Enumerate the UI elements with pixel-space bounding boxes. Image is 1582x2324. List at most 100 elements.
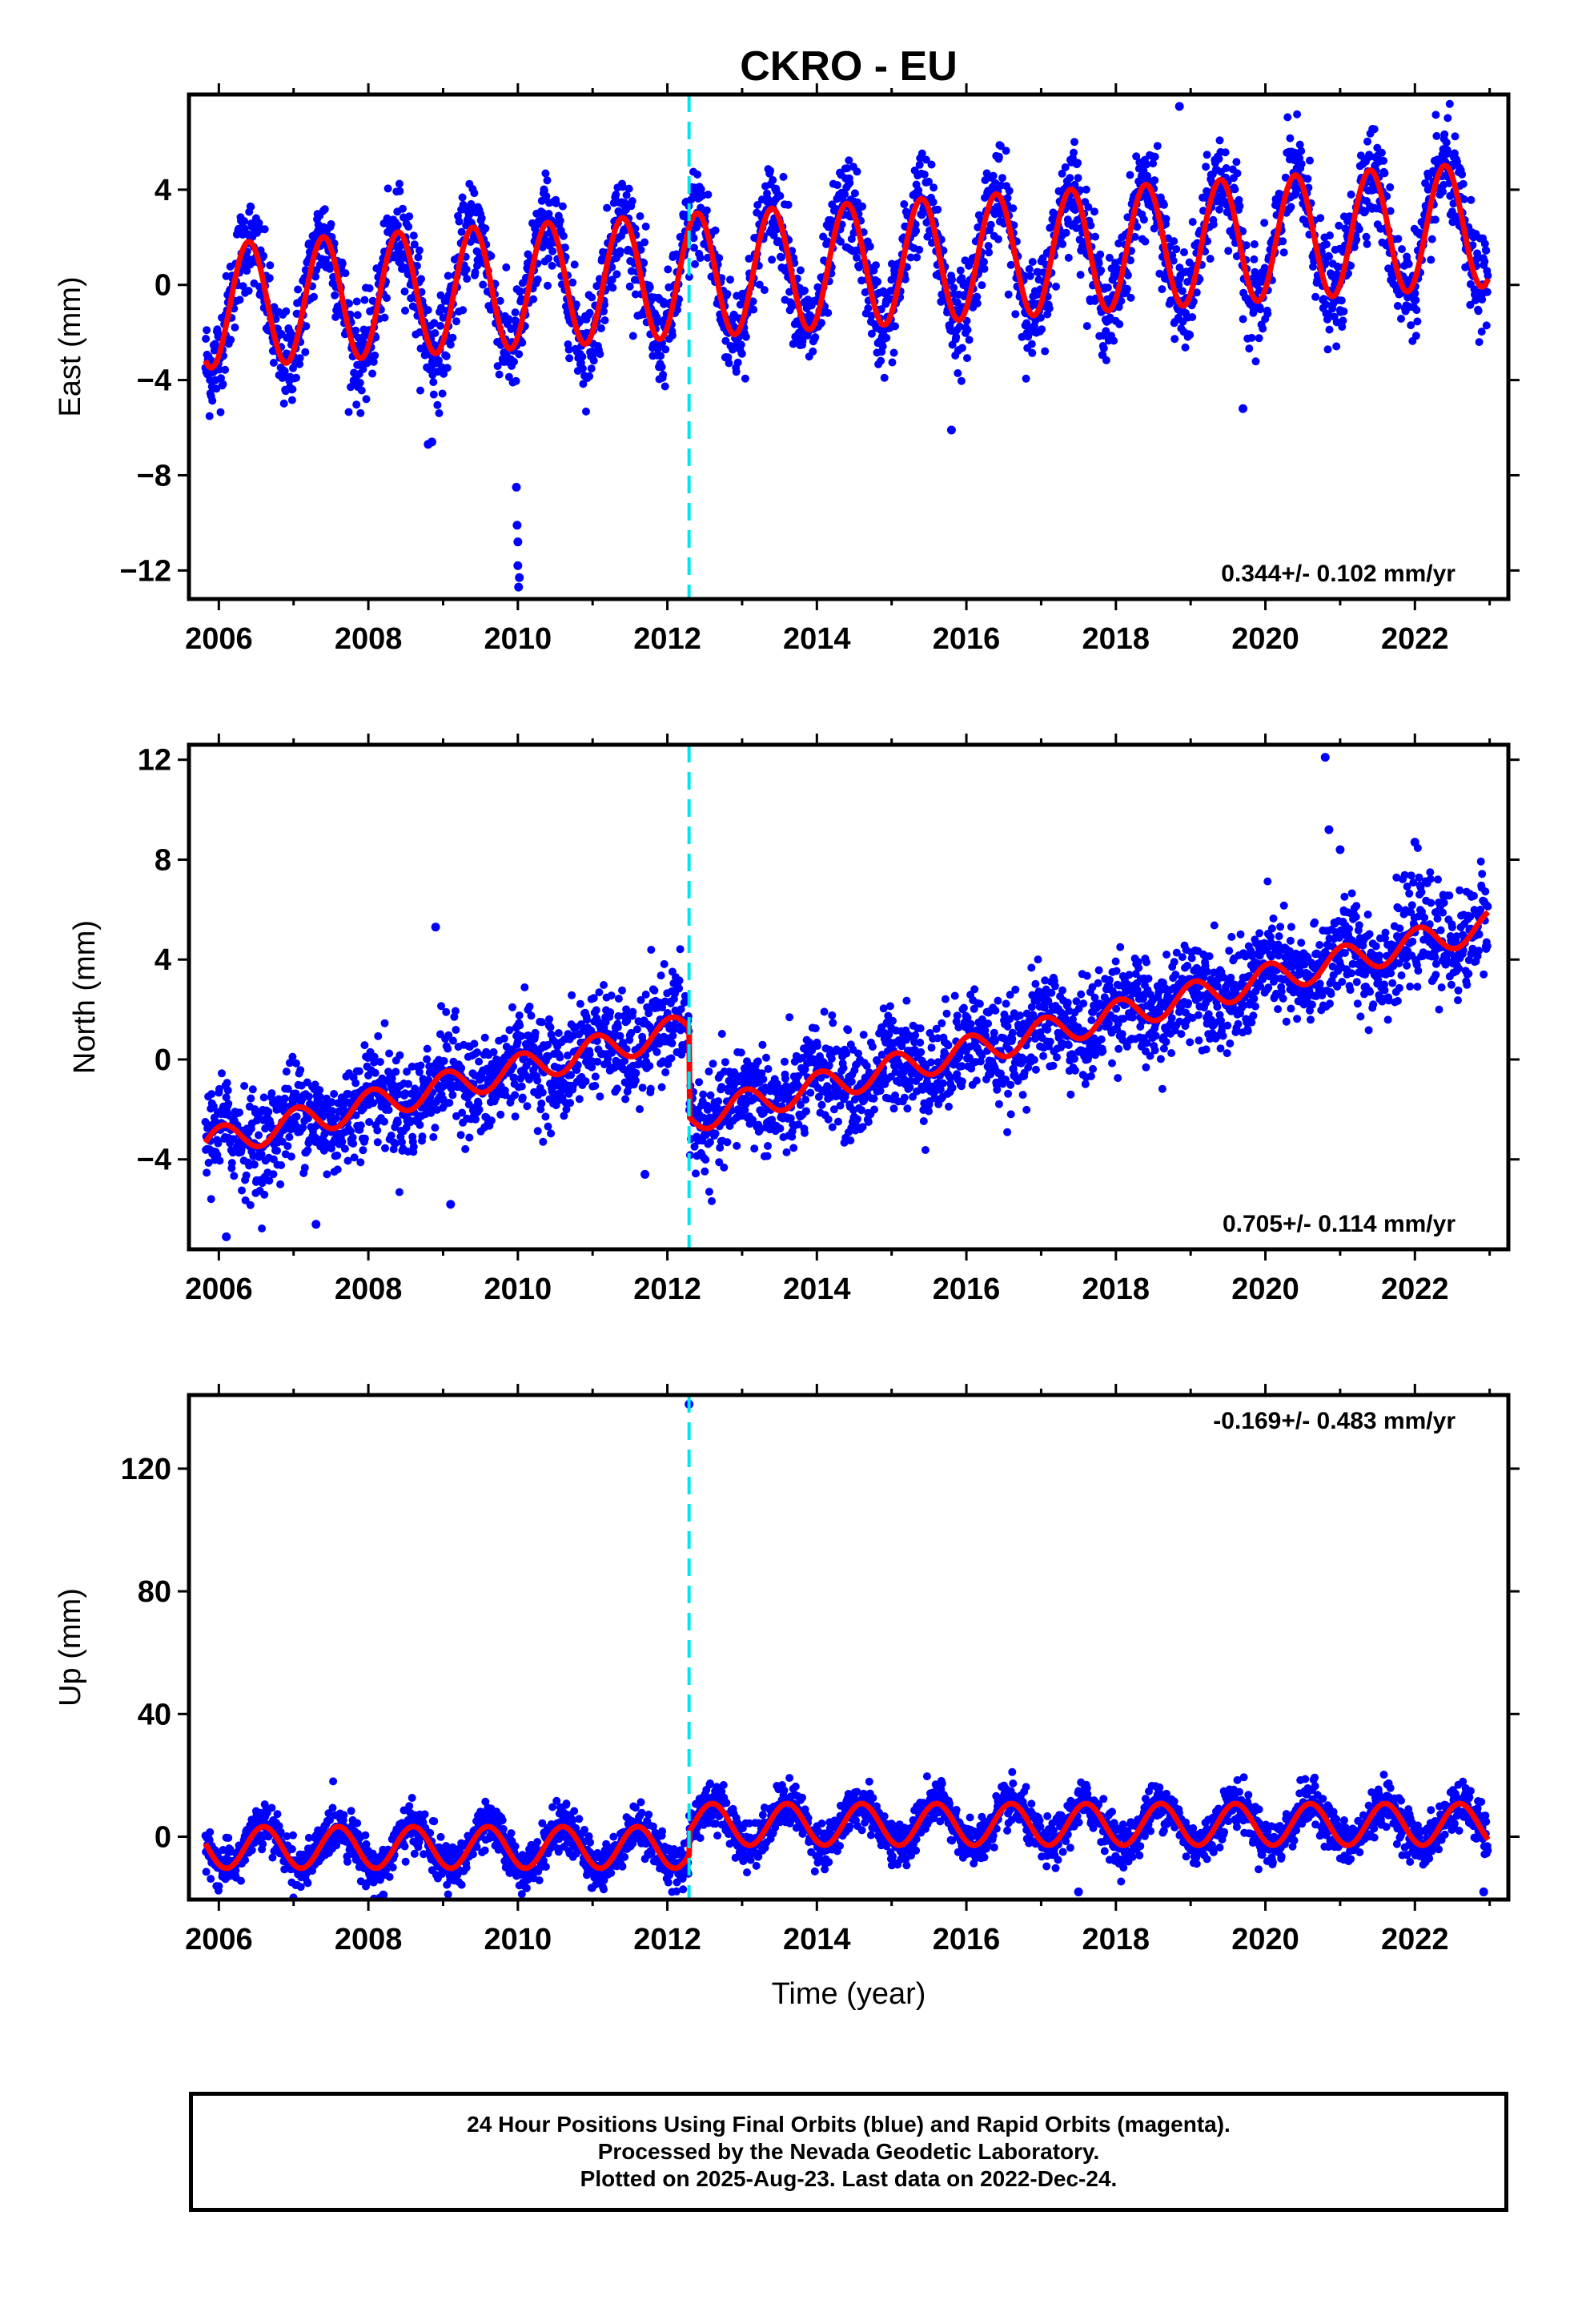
data-point [515,1011,524,1019]
data-point [265,1176,274,1185]
data-point [444,1044,452,1053]
data-point [395,1188,404,1196]
data-point [782,1148,791,1156]
data-point [1365,152,1374,161]
data-point [559,231,568,240]
x-tick-label: 2014 [783,622,851,656]
data-point [365,284,374,292]
data-point [1394,235,1403,243]
data-point [207,1090,216,1099]
data-point [768,255,777,264]
data-point [517,1082,526,1091]
data-point [1413,317,1422,326]
data-point [578,352,587,361]
data-point [1150,176,1159,185]
data-point [259,1093,268,1102]
data-point [285,1059,294,1068]
data-point [369,1099,378,1108]
data-point [911,1031,920,1039]
data-point [457,227,466,236]
data-point [1460,195,1468,203]
data-point [891,1091,899,1100]
data-point [903,1104,912,1113]
data-point [1102,327,1110,336]
data-point [661,345,670,354]
data-point [304,1092,313,1101]
data-point [1061,163,1070,171]
data-point [539,1137,548,1146]
data-point [884,1011,893,1020]
data-point [1339,316,1347,325]
data-point [690,243,698,252]
data-point [442,352,451,360]
data-point [755,1126,764,1135]
data-point [619,183,627,191]
data-point [823,237,832,246]
data-point [214,1139,223,1148]
data-point [330,1090,339,1098]
data-point [204,1159,213,1167]
data-point [1397,315,1405,323]
data-point [823,1086,832,1095]
data-point [646,1084,655,1093]
data-point [1335,221,1343,230]
data-point [585,308,594,317]
data-point [1247,333,1256,342]
data-point [709,1059,717,1068]
data-point [381,1144,389,1152]
data-point [631,1076,640,1085]
data-point [502,263,511,271]
data-point [581,1077,590,1086]
data-point [203,1168,211,1177]
data-point [1324,310,1332,319]
data-point [1323,345,1332,354]
data-point [1256,305,1265,314]
data-point [1123,271,1132,279]
data-point [395,179,404,188]
data-point [1038,325,1046,334]
outlier-point [1174,102,1184,111]
data-point [692,1169,700,1178]
data-point [1094,259,1103,267]
data-point [1306,156,1314,165]
data-point [1058,239,1067,248]
data-point [456,1131,465,1140]
data-point [442,1007,451,1016]
data-point [1071,206,1079,215]
data-point [781,1074,789,1083]
data-point [206,376,215,384]
data-point [473,1048,481,1057]
data-point [880,373,889,382]
velocity-label-east: 0.344+/- 0.102 mm/yr [1221,561,1456,587]
data-point [393,221,402,230]
data-point [219,380,227,388]
data-point [1477,328,1486,336]
data-point [215,1156,224,1165]
data-point [1482,246,1491,255]
data-point [1411,289,1419,298]
data-point [409,1143,418,1151]
y-tick-label: 0 [155,269,171,303]
data-point [1170,237,1178,246]
data-point [1192,288,1201,297]
data-point [824,308,833,317]
data-point [570,260,579,269]
data-point [278,1137,287,1146]
data-point [583,1015,591,1024]
data-point [1150,152,1159,161]
data-point [302,322,311,331]
x-tick-label: 2012 [633,622,701,656]
data-point [568,991,576,999]
data-point [438,389,447,398]
y-axis-title-east: East (mm) [54,276,87,416]
data-point [628,1007,637,1016]
data-point [1215,136,1224,145]
data-point [1149,159,1158,168]
data-point [527,1011,536,1020]
data-point [227,1159,236,1168]
data-point [1142,160,1150,169]
data-point [1260,219,1269,227]
data-point [525,1002,534,1011]
data-point [702,206,711,215]
data-point [1431,111,1440,119]
